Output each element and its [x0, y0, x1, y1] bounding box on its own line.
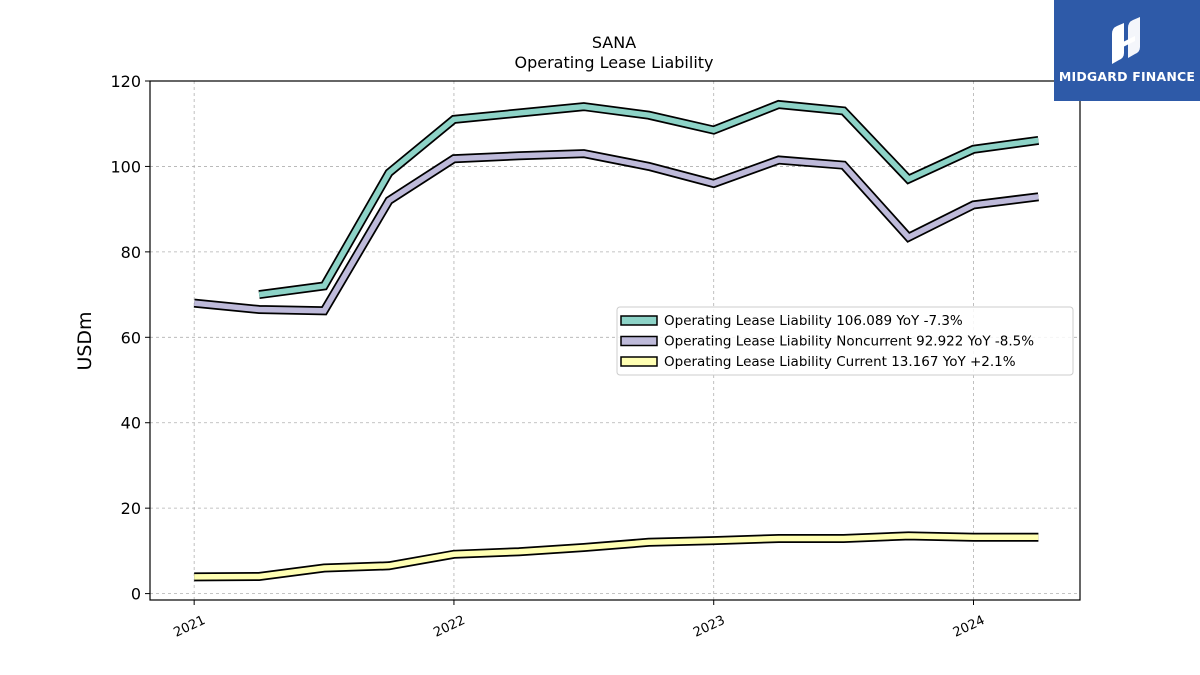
legend-swatch: [620, 335, 658, 347]
legend-label: Operating Lease Liability Current 13.167…: [664, 354, 1016, 370]
series-line: [258, 101, 1039, 298]
chart-subtitle: Operating Lease Liability: [514, 53, 713, 72]
legend-label: Operating Lease Liability 106.089 YoY -7…: [664, 313, 963, 329]
legend-swatch: [620, 356, 658, 367]
brand-logo-text: MIDGARD FINANCE: [1058, 69, 1196, 84]
y-tick-label: 80: [121, 243, 141, 262]
chart-title: SANA: [592, 33, 636, 52]
series-1: [258, 99, 1040, 300]
series-3: [194, 531, 1039, 582]
y-tick-label: 0: [131, 585, 141, 604]
y-tick-label: 120: [110, 72, 141, 91]
legend-box: [616, 306, 1074, 376]
legend: Operating Lease Liability 106.089 YoY -7…: [616, 306, 1074, 376]
x-tick-label: 2022: [431, 613, 467, 641]
y-axis-label: USDm: [74, 311, 96, 370]
brand-logo-icon: [1112, 17, 1140, 64]
legend-label: Operating Lease Liability Noncurrent 92.…: [664, 334, 1034, 350]
y-tick-label: 100: [110, 157, 141, 176]
x-tick-label: 2024: [951, 613, 987, 641]
series-layer: [193, 99, 1040, 582]
y-tick-label: 40: [121, 414, 141, 433]
brand-logo: MIDGARD FINANCE: [1054, 0, 1200, 101]
plot-frame: [149, 80, 1081, 601]
series-line: [194, 533, 1039, 580]
y-axis: 0 20 40 60 80 100 120: [110, 72, 150, 604]
x-axis: 2021 2022 2023 2024: [172, 600, 987, 641]
series-2: [193, 149, 1039, 316]
y-tick-label: 20: [121, 499, 141, 518]
series-line: [193, 150, 1039, 314]
legend-swatch: [620, 315, 658, 326]
y-tick-label: 60: [121, 328, 141, 347]
x-tick-label: 2021: [172, 613, 208, 641]
x-tick-label: 2023: [691, 613, 727, 641]
